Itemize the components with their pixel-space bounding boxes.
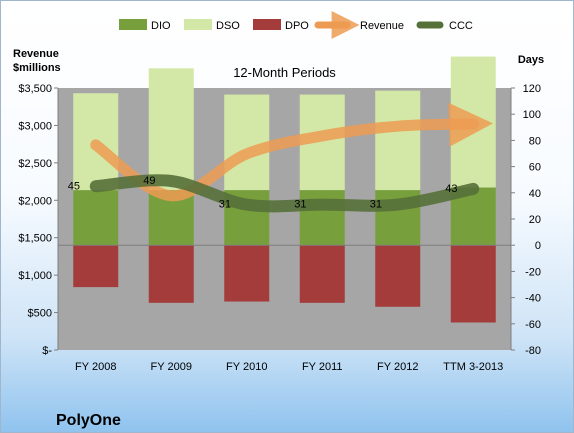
dpo-bar <box>299 245 345 303</box>
right-axis-tick-label: 60 <box>529 162 541 174</box>
category-label: FY 2009 <box>151 361 192 373</box>
left-axis-tick-label: $1,000 <box>18 270 52 282</box>
left-axis-tick-label: $3,500 <box>18 83 52 95</box>
category-label: FY 2011 <box>302 361 343 373</box>
chart-title: 12-Month Periods <box>233 65 336 80</box>
left-axis-tick-label: $2,500 <box>18 158 52 170</box>
left-axis-tick-label: $1,500 <box>18 233 52 245</box>
dpo-bar <box>73 245 119 288</box>
ccc-data-label: 31 <box>294 199 306 211</box>
ccc-data-label: 45 <box>68 180 80 192</box>
dio-bar <box>73 190 119 246</box>
legend-label-revenue: Revenue <box>360 20 404 32</box>
legend-swatch-dio <box>119 19 147 30</box>
left-axis-tick-label: $3,000 <box>18 120 52 132</box>
right-axis-tick-label: 0 <box>535 240 541 252</box>
right-axis-tick-label: -20 <box>525 266 541 278</box>
left-axis-title: $millions <box>13 62 61 74</box>
ccc-data-label: 31 <box>219 199 231 211</box>
right-axis-tick-label: 40 <box>529 188 541 200</box>
right-axis-tick-label: 120 <box>523 83 541 95</box>
ccc-data-label: 49 <box>143 175 155 187</box>
legend-swatch-dpo <box>253 19 281 30</box>
legend-label-ccc: CCC <box>449 20 473 32</box>
dpo-bar <box>375 245 421 307</box>
left-axis-tick-label: $- <box>42 345 52 357</box>
legend-swatch-dso <box>184 19 212 30</box>
category-label: FY 2012 <box>377 361 418 373</box>
right-axis-tick-label: -60 <box>525 319 541 331</box>
right-axis-tick-label: 100 <box>523 109 541 121</box>
dso-bar <box>224 94 270 191</box>
category-label: TTM 3-2013 <box>443 361 503 373</box>
plot-area <box>58 88 511 350</box>
right-axis-tick-label: -80 <box>525 345 541 357</box>
dio-bar <box>299 190 345 246</box>
category-label: FY 2010 <box>226 361 267 373</box>
category-label: FY 2008 <box>75 361 116 373</box>
legend-label-dio: DIO <box>151 20 171 32</box>
ccc-data-label: 31 <box>370 199 382 211</box>
left-axis-title: Revenue <box>13 48 59 60</box>
company-name: PolyOne <box>56 412 121 429</box>
dpo-bar <box>224 245 270 302</box>
dpo-bar <box>450 245 496 323</box>
ccc-line <box>89 174 480 213</box>
right-axis-tick-label: 80 <box>529 135 541 147</box>
left-axis-tick-label: $500 <box>28 308 52 320</box>
dso-bar <box>375 90 421 191</box>
revenue-line <box>90 102 494 202</box>
right-axis-tick-label: -40 <box>525 293 541 305</box>
dpo-bar <box>148 245 194 303</box>
ccc-data-label: 43 <box>445 183 457 195</box>
legend-label-dso: DSO <box>216 20 240 32</box>
right-axis-title: Days <box>518 54 544 66</box>
right-axis-tick-label: 20 <box>529 214 541 226</box>
dso-bar <box>148 68 194 191</box>
legend-label-dpo: DPO <box>285 20 309 32</box>
left-axis-tick-label: $2,000 <box>18 195 52 207</box>
